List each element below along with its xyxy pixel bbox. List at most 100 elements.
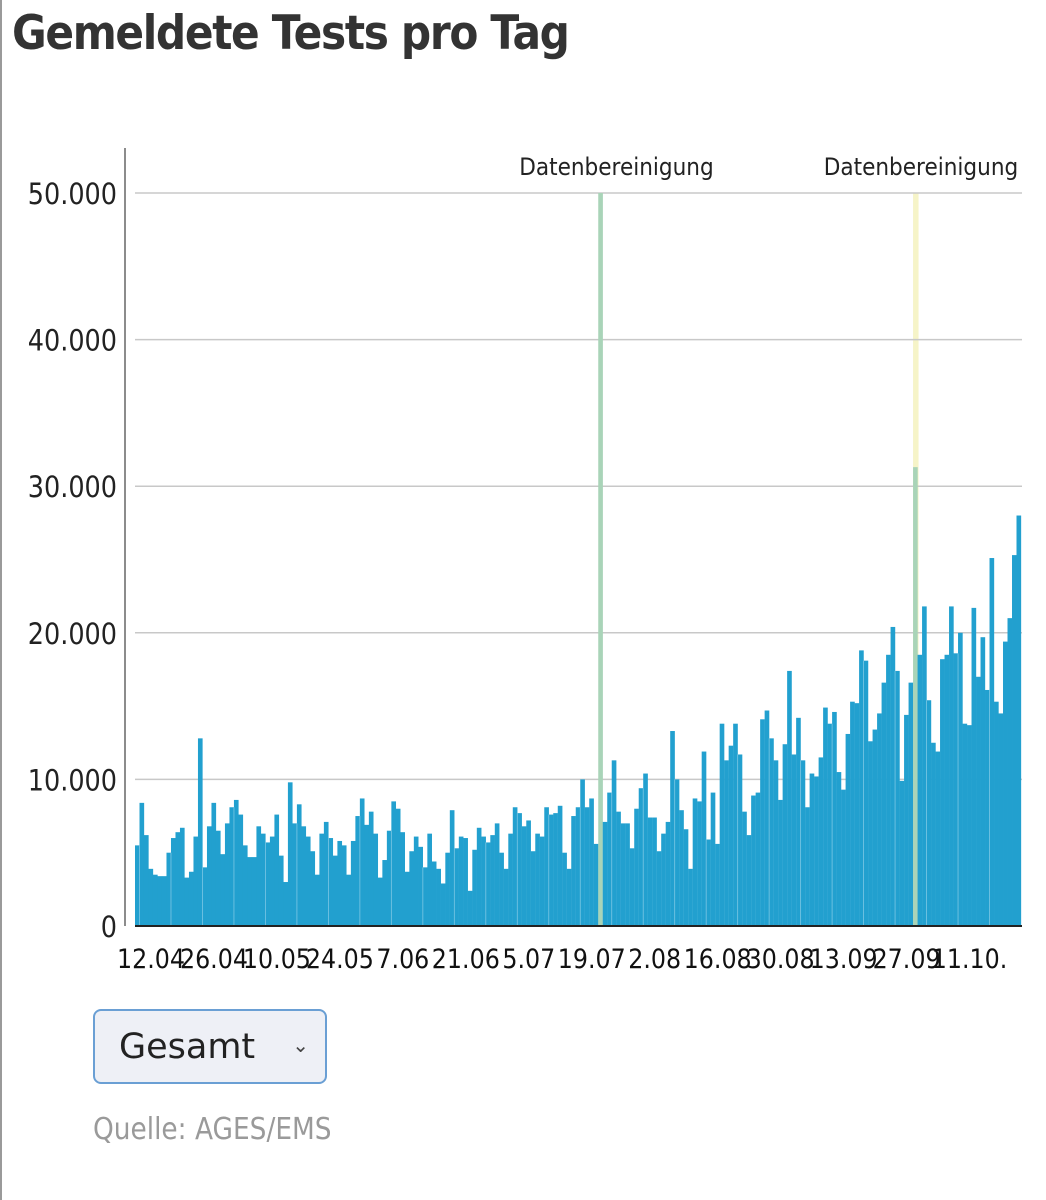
bar [476,827,482,926]
bar [409,851,414,926]
x-tick-label: 19.07 [558,943,626,975]
bar [593,843,599,926]
bar [152,874,158,926]
bar [1016,515,1022,926]
bar [400,832,405,926]
bar [328,838,334,926]
bar [634,808,639,926]
bar [575,807,581,926]
bar [283,882,289,926]
bar [661,833,666,926]
bar [625,823,630,926]
bar [341,845,347,926]
bar [854,703,860,926]
series-dropdown[interactable]: Gesamt ⌄ [93,1009,327,1084]
bar [850,701,855,926]
bar [224,823,230,926]
bar [350,840,356,926]
bar [841,789,846,926]
bar [526,820,531,926]
bar [494,823,500,926]
bar [206,826,212,926]
y-tick-label: 20.000 [28,618,117,651]
bar [823,707,828,926]
bar [1003,641,1008,926]
bar [135,845,140,926]
bar [787,670,792,926]
bar [881,682,887,926]
y-tick-label: 30.000 [28,472,117,505]
bar [404,871,410,926]
bar [638,788,644,926]
bar [445,852,450,926]
chart-title: Gemeldete Tests pro Tag [12,6,570,61]
bar [530,851,536,926]
bar [652,817,657,926]
bar [305,836,311,926]
bar [197,738,203,926]
bar [571,816,576,926]
bar [368,811,374,926]
bar [917,654,923,926]
bar [512,807,518,926]
y-tick-label: 40.000 [28,325,117,358]
bar [292,823,298,926]
bar [269,836,275,926]
bar [193,836,199,926]
bar [418,846,423,926]
bar [665,821,671,926]
bar [323,821,329,926]
bar [319,833,325,926]
bar [710,792,716,926]
x-tick-label: 7.06 [376,943,429,975]
x-tick-label: 2.08 [628,943,681,975]
bar [737,754,743,926]
bar [544,807,549,926]
bar [557,805,563,926]
bar [274,814,280,926]
bar [674,779,680,926]
bar [656,851,662,926]
bar [377,877,383,926]
bar [440,883,446,926]
bar [724,760,729,926]
bar [679,810,684,926]
bar [602,821,608,926]
bar [481,836,486,926]
bar [890,626,896,926]
bar [508,833,513,926]
bar [157,876,163,926]
x-tick-label: 16.08 [684,943,752,975]
annotation-bar [913,467,918,926]
bar [499,852,504,926]
bar [845,733,851,926]
bar [413,836,419,926]
bar [814,776,819,926]
y-tick-label: 0 [101,912,117,945]
bar [211,802,217,926]
bar [301,826,307,926]
bar [215,830,221,926]
bar [287,782,293,926]
bar [310,851,316,926]
bar [994,701,999,926]
x-tick-label: 26.04 [180,943,248,975]
bar [872,729,878,926]
bar [607,792,612,926]
source-note: Quelle: AGES/EMS [93,1112,332,1147]
bar [985,689,990,926]
bar [148,868,154,926]
bar [805,807,810,926]
bar [953,653,959,926]
bar [220,854,226,926]
bar [755,792,761,926]
bar [359,798,365,926]
bar [751,795,756,926]
bar [967,725,972,926]
bar [728,745,734,926]
bar [265,842,271,926]
bar [332,855,338,926]
bar [949,606,954,926]
bar [886,654,891,926]
bar [989,558,995,926]
